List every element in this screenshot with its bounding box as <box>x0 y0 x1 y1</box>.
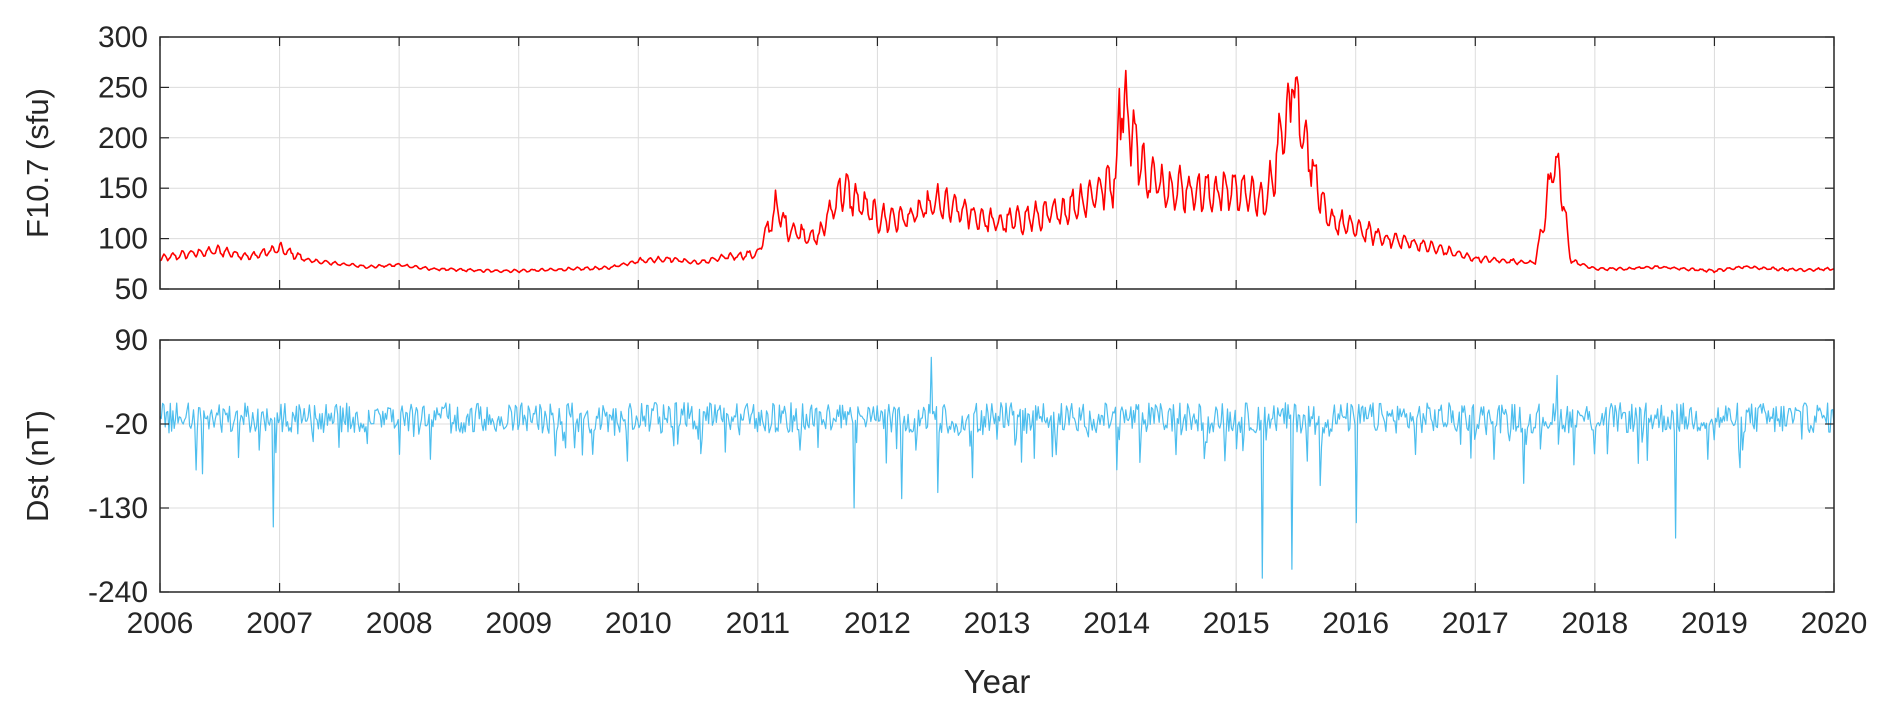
dst-y-axis-label: Dst (nT) <box>20 410 55 522</box>
dst-panel: 2006 2007 2008 2009 2010 2011 2012 2013 2014 2015… <box>20 324 1867 700</box>
y-tick-label: -20 <box>105 408 148 441</box>
dst-series-line <box>159 356 1835 579</box>
x-tick-label: 2017 <box>1442 607 1509 640</box>
y-tick-label: 100 <box>98 223 148 256</box>
y-tick-label: 250 <box>98 71 148 104</box>
dst-axes-frame <box>159 339 1835 593</box>
f107-y-axis-label: F10.7 (sfu) <box>20 88 55 238</box>
x-tick-label: 2020 <box>1801 607 1868 640</box>
x-tick-label: 2010 <box>605 607 672 640</box>
x-tick-label: 2012 <box>844 607 911 640</box>
f107-panel: 50 100 150 200 250 300 F10.7 (sfu) <box>20 21 1835 306</box>
x-tick-label: 2019 <box>1681 607 1748 640</box>
x-tick-label: 2013 <box>964 607 1031 640</box>
dst-series <box>159 356 1835 579</box>
f107-series-line <box>159 69 1835 274</box>
f107-axes-frame <box>159 36 1835 290</box>
x-tick-label: 2015 <box>1203 607 1270 640</box>
y-tick-label: 200 <box>98 122 148 155</box>
y-tick-label: -240 <box>88 576 148 609</box>
dst-ticks: 2006 2007 2008 2009 2010 2011 2012 2013 2014 2015… <box>88 324 1867 640</box>
x-tick-label: 2006 <box>127 607 194 640</box>
x-tick-label: 2016 <box>1322 607 1389 640</box>
x-tick-label: 2011 <box>726 607 791 640</box>
f107-series <box>159 69 1835 274</box>
y-tick-label: 50 <box>115 273 148 306</box>
x-tick-label: 2007 <box>246 607 313 640</box>
f107-ticks: 50 100 150 200 250 300 <box>98 21 1835 306</box>
y-tick-label: 300 <box>98 21 148 54</box>
x-tick-label: 2018 <box>1561 607 1628 640</box>
y-tick-label: 90 <box>115 324 148 357</box>
x-tick-label: 2014 <box>1083 607 1150 640</box>
x-axis-label: Year <box>964 663 1031 700</box>
x-tick-label: 2008 <box>366 607 433 640</box>
x-tick-label: 2009 <box>485 607 552 640</box>
y-tick-label: -130 <box>88 492 148 525</box>
y-tick-label: 150 <box>98 172 148 205</box>
